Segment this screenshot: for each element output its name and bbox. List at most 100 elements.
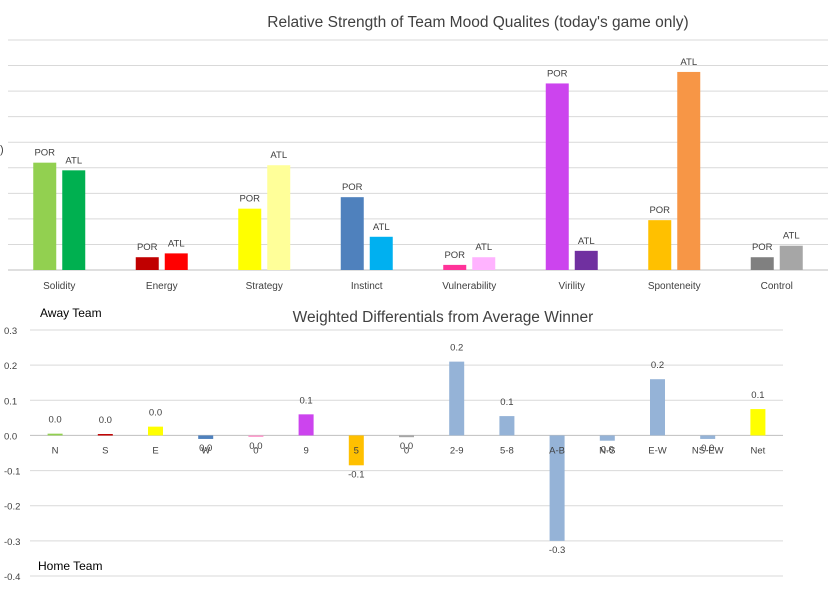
bar: [348, 435, 364, 466]
bar-atl: [369, 236, 393, 270]
bar-atl: [779, 245, 803, 270]
x-tick-label: 2-9: [450, 445, 464, 456]
bar-label: POR: [34, 148, 55, 159]
data-label: 0.0: [400, 441, 413, 452]
x-tick-label: 0: [253, 445, 258, 456]
bar-por: [545, 83, 569, 270]
data-label: 0.2: [450, 343, 463, 354]
y-tick-label: 0.2: [4, 361, 17, 372]
data-label: 0.0: [249, 441, 262, 452]
bar-atl: [574, 250, 598, 270]
bar: [700, 435, 716, 439]
bar-por: [443, 264, 467, 270]
x-tick-label: A-B: [549, 445, 565, 456]
bar-label: ATL: [168, 238, 185, 249]
x-tick-label: Energy: [146, 281, 178, 292]
data-label: 0.1: [500, 397, 513, 408]
bar-label: POR: [752, 242, 773, 253]
chart-title: Weighted Differentials from Average Winn…: [293, 309, 594, 326]
bar-label: ATL: [475, 242, 492, 253]
bar-label: ATL: [680, 57, 697, 68]
mood-strength-chart: Relative Strength of Team Mood Qualites …: [0, 14, 828, 292]
bar: [599, 435, 615, 441]
data-label: 0.1: [751, 390, 764, 401]
bar: [47, 433, 63, 436]
bar-label: ATL: [65, 155, 82, 166]
data-label: -0.1: [348, 469, 364, 480]
data-label: 0.0: [199, 443, 212, 454]
bar-por: [33, 162, 57, 270]
bar-label: ATL: [783, 231, 800, 242]
y-tick-label: -0.1: [4, 467, 20, 478]
x-tick-label: 0: [404, 445, 409, 456]
data-labels: 0.0 0.0 0.0 0.0 0.0 0.1 -0.1 0.0 0.2 0.1 -0.3 0.0 0.…: [48, 343, 764, 556]
bar-atl: [677, 71, 701, 270]
x-tick-label: 5: [354, 445, 359, 456]
bar-por: [340, 197, 364, 270]
bar-label: POR: [547, 68, 568, 79]
x-tick-label: Solidity: [43, 281, 75, 292]
bars: [33, 71, 803, 270]
x-tick-label: E-W: [648, 445, 667, 456]
bars: [47, 361, 766, 541]
bar-atl: [164, 253, 188, 270]
bar: [499, 416, 515, 436]
bar: [399, 435, 414, 438]
bar-label: POR: [137, 242, 158, 253]
bar: [549, 435, 565, 541]
x-tick-label: S: [102, 445, 108, 456]
x-tick-labels: Solidity Energy Strategy Instinct Vulnerabil…: [43, 281, 793, 292]
bar-atl: [62, 170, 86, 270]
bar-atl: [472, 257, 496, 270]
x-tick-label: W: [201, 445, 210, 456]
x-tick-label: Net: [751, 445, 766, 456]
x-tick-label: Strategy: [246, 281, 283, 292]
x-tick-label: Control: [761, 281, 793, 292]
data-label: 0.2: [651, 360, 664, 371]
bar-atl: [267, 165, 291, 270]
bar: [97, 434, 113, 436]
bar: [750, 409, 766, 436]
x-tick-label: E: [152, 445, 158, 456]
y-tick-label: 0.1: [4, 396, 17, 407]
weighted-differentials-chart: Weighted Differentials from Average Winn…: [4, 306, 783, 583]
bar-label: POR: [239, 194, 260, 205]
data-label: 0.1: [299, 395, 312, 406]
chart-title: Relative Strength of Team Mood Qualites …: [267, 14, 688, 31]
home-team-annotation: Home Team: [38, 559, 102, 573]
x-tick-label: 5-8: [500, 445, 514, 456]
data-label: 0.0: [701, 443, 714, 454]
bar: [248, 435, 264, 437]
y-tick-labels: 0.3 0.2 0.1 0.0 -0.1 -0.2 -0.3 -0.4: [4, 326, 20, 583]
bar-por: [238, 208, 262, 270]
axis-fragment: ): [0, 144, 4, 156]
x-tick-label: N: [52, 445, 59, 456]
y-tick-label: 0.0: [4, 431, 17, 442]
data-label: 0.0: [601, 445, 614, 456]
data-label: 0.0: [99, 415, 112, 426]
x-tick-label: Vulnerability: [442, 281, 496, 292]
data-label: -0.3: [549, 545, 565, 556]
x-tick-labels: N S E W 0 9 5 0 2-9 5-8 A-B N-S E-W NS-EW Net: [52, 445, 766, 456]
bar: [298, 414, 314, 436]
bar-label: ATL: [578, 236, 595, 247]
bar-label: ATL: [373, 222, 390, 233]
bar-label: ATL: [270, 150, 287, 161]
y-tick-label: -0.4: [4, 572, 20, 583]
y-tick-label: -0.2: [4, 502, 20, 513]
x-tick-label: 9: [303, 445, 308, 456]
data-label: 0.0: [149, 408, 162, 419]
data-label: 0.0: [48, 415, 61, 426]
bar-por: [648, 220, 672, 270]
x-tick-label: Sponteneity: [648, 281, 701, 292]
bar-label: POR: [342, 182, 363, 193]
bar-por: [750, 257, 774, 270]
bar-por: [135, 257, 159, 270]
gridlines: [8, 39, 828, 271]
away-team-annotation: Away Team: [40, 306, 102, 320]
x-tick-label: Instinct: [351, 281, 383, 292]
y-tick-label: 0.3: [4, 326, 17, 337]
x-tick-label: N-S: [599, 445, 615, 456]
